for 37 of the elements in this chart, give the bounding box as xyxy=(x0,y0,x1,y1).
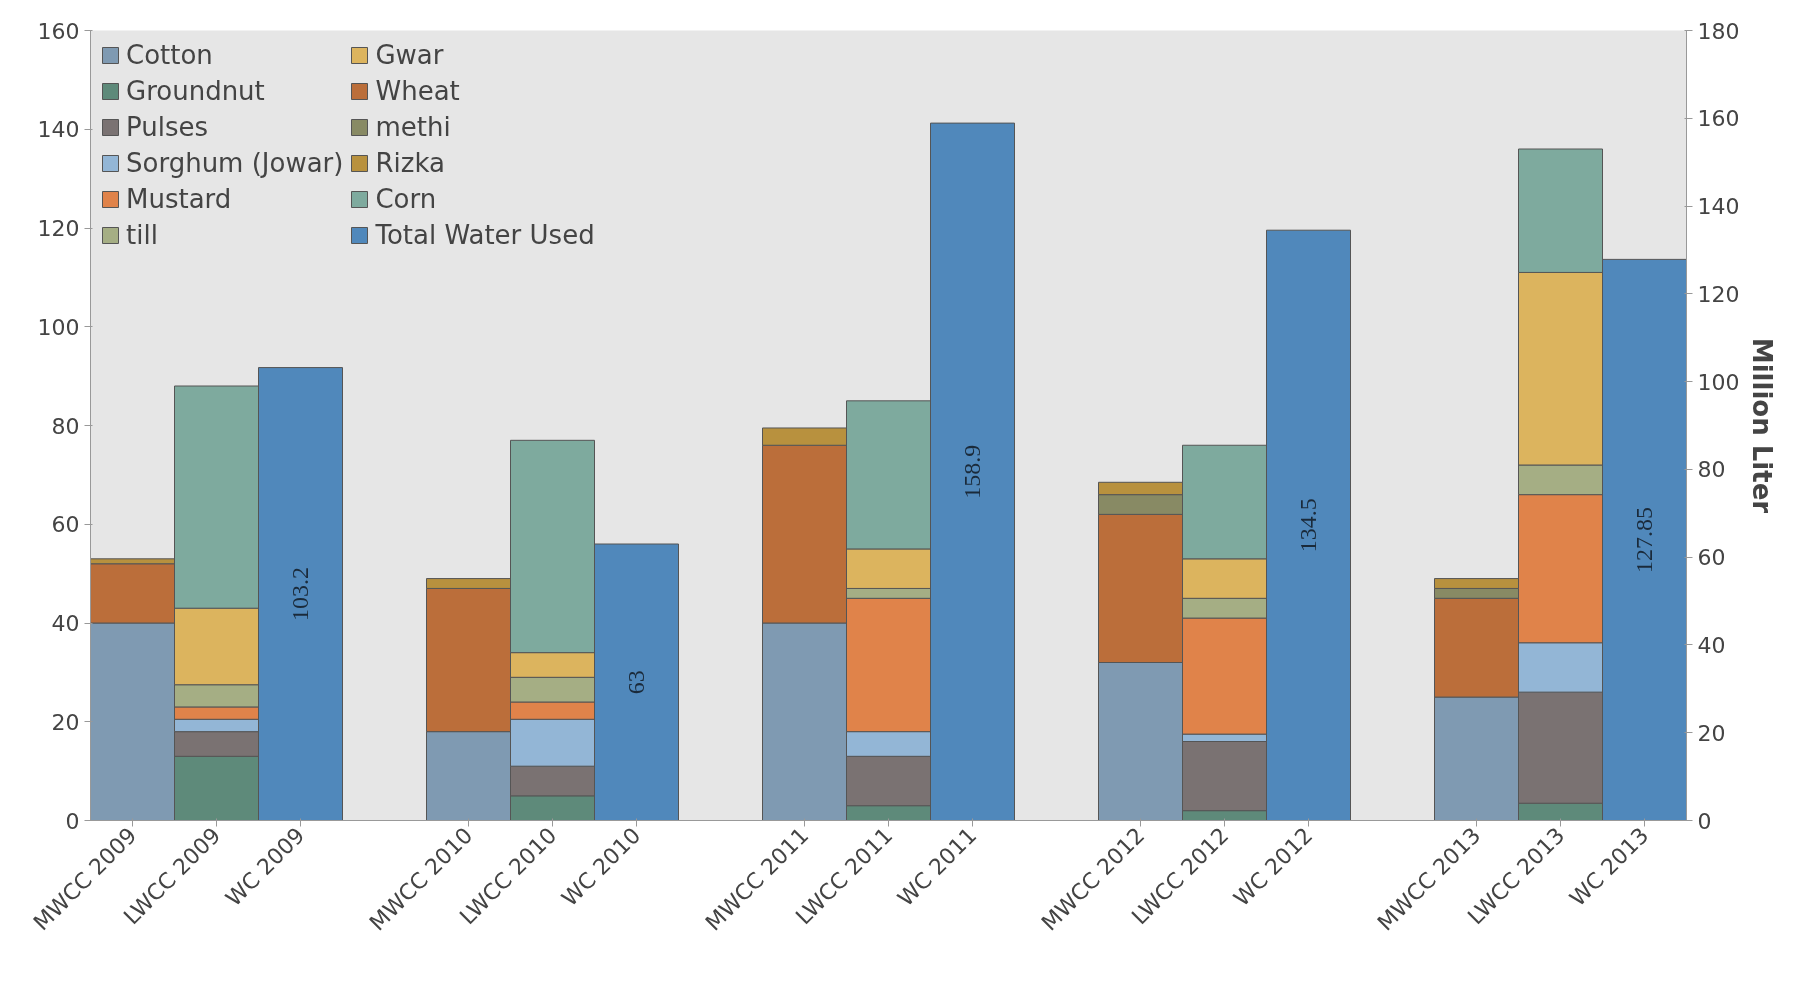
data-label: 103.2 xyxy=(287,567,313,622)
y2-tick-label: 20 xyxy=(1697,720,1726,746)
legend-label: Groundnut xyxy=(126,76,265,106)
legend-label: Corn xyxy=(375,184,437,214)
y2-tick-label: 100 xyxy=(1697,369,1740,395)
y-tick-label: 140 xyxy=(37,117,80,143)
y2-axis-title: Million Liter xyxy=(1747,337,1778,514)
y-tick-label: 60 xyxy=(51,512,80,538)
legend-label: till xyxy=(126,220,158,250)
legend-label: Gwar xyxy=(375,40,444,70)
y-tick-label: 80 xyxy=(51,413,80,439)
data-label: 63 xyxy=(623,670,649,695)
legend-label: methi xyxy=(375,112,451,142)
y2-tick-label: 140 xyxy=(1697,194,1740,220)
data-label: 158.9 xyxy=(959,444,985,499)
legend-label: Sorghum (Jowar) xyxy=(126,148,344,178)
y-tick-label: 160 xyxy=(37,18,80,44)
legend-label: Rizka xyxy=(375,148,445,178)
y2-tick-label: 60 xyxy=(1697,545,1726,571)
y-tick-label: 40 xyxy=(51,611,80,636)
y2-tick-label: 180 xyxy=(1697,18,1740,44)
data-label: 127.85 xyxy=(1631,506,1657,573)
legend-label: Total Water Used xyxy=(375,220,595,250)
y2-tick-label: 0 xyxy=(1697,808,1712,834)
y2-tick-label: 40 xyxy=(1697,632,1726,658)
y2-tick-label: 120 xyxy=(1697,281,1740,307)
y-tick-label: 0 xyxy=(65,808,80,834)
legend-label: Wheat xyxy=(375,76,460,106)
y-tick-label: 100 xyxy=(37,314,80,340)
legend-label: Mustard xyxy=(126,184,232,214)
data-label: 134.5 xyxy=(1295,498,1321,553)
y2-tick-label: 160 xyxy=(1697,106,1740,132)
y-tick-label: 120 xyxy=(37,216,80,241)
y2-tick-label: 80 xyxy=(1697,457,1726,483)
y-tick-label: 20 xyxy=(51,709,80,735)
legend-label: Pulses xyxy=(126,112,209,142)
legend-label: Cotton xyxy=(126,40,213,70)
